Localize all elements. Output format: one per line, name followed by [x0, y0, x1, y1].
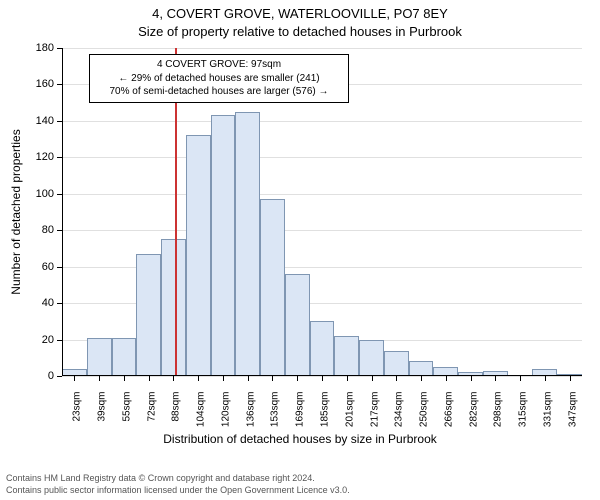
xtick-mark [173, 376, 174, 381]
ytick-mark [57, 84, 62, 85]
ytick-mark [57, 157, 62, 158]
histogram-bar [87, 338, 112, 376]
ytick-mark [57, 267, 62, 268]
xtick-mark [272, 376, 273, 381]
ytick-mark [57, 303, 62, 304]
xtick-label: 72sqm [146, 392, 157, 450]
xtick-label: 120sqm [220, 392, 231, 450]
xtick-mark [545, 376, 546, 381]
xtick-mark [74, 376, 75, 381]
xtick-label: 217sqm [369, 392, 380, 450]
footer-line-2: Contains public sector information licen… [6, 484, 594, 496]
xtick-label: 153sqm [270, 392, 281, 450]
xtick-label: 298sqm [493, 392, 504, 450]
gridline [62, 230, 582, 231]
ytick-label: 20 [30, 334, 54, 346]
xtick-mark [223, 376, 224, 381]
histogram-bar [359, 340, 384, 376]
xtick-mark [124, 376, 125, 381]
footer: Contains HM Land Registry data © Crown c… [0, 468, 600, 500]
xtick-label: 136sqm [245, 392, 256, 450]
xtick-mark [99, 376, 100, 381]
gridline [62, 48, 582, 49]
annotation-box: 4 COVERT GROVE: 97sqm ← 29% of detached … [89, 54, 349, 103]
xtick-label: 266sqm [443, 392, 454, 450]
xtick-label: 331sqm [542, 392, 553, 450]
ytick-label: 180 [30, 42, 54, 54]
xtick-mark [570, 376, 571, 381]
xtick-mark [495, 376, 496, 381]
footer-line-1: Contains HM Land Registry data © Crown c… [6, 472, 594, 484]
xtick-mark [471, 376, 472, 381]
chart-title-2: Size of property relative to detached ho… [0, 24, 600, 39]
annotation-line-2: ← 29% of detached houses are smaller (24… [118, 73, 319, 84]
xtick-label: 104sqm [196, 392, 207, 450]
xtick-mark [520, 376, 521, 381]
annotation-line-3: 70% of semi-detached houses are larger (… [109, 86, 328, 97]
yaxis-label: Number of detached properties [9, 129, 23, 294]
ytick-mark [57, 340, 62, 341]
xtick-label: 88sqm [171, 392, 182, 450]
xtick-mark [446, 376, 447, 381]
xtick-label: 55sqm [121, 392, 132, 450]
xtick-mark [198, 376, 199, 381]
histogram-bar [384, 351, 409, 377]
yaxis-line [62, 48, 63, 376]
xtick-label: 39sqm [97, 392, 108, 450]
xtick-label: 201sqm [344, 392, 355, 450]
chart-title-1: 4, COVERT GROVE, WATERLOOVILLE, PO7 8EY [0, 6, 600, 21]
histogram-bar [260, 199, 285, 376]
ytick-label: 80 [30, 224, 54, 236]
xtick-mark [372, 376, 373, 381]
xtick-label: 169sqm [295, 392, 306, 450]
ytick-label: 120 [30, 151, 54, 163]
histogram-bar [310, 321, 335, 376]
xtick-mark [396, 376, 397, 381]
histogram-bar [112, 338, 137, 376]
xtick-label: 234sqm [394, 392, 405, 450]
xtick-label: 23sqm [72, 392, 83, 450]
xtick-label: 282sqm [468, 392, 479, 450]
xtick-mark [421, 376, 422, 381]
ytick-label: 140 [30, 115, 54, 127]
ytick-label: 60 [30, 261, 54, 273]
ytick-mark [57, 194, 62, 195]
xtick-label: 347sqm [567, 392, 578, 450]
ytick-mark [57, 376, 62, 377]
histogram-bar [186, 135, 211, 376]
xtick-label: 250sqm [419, 392, 430, 450]
histogram-bar [161, 239, 186, 376]
ytick-label: 160 [30, 78, 54, 90]
ytick-mark [57, 230, 62, 231]
gridline [62, 157, 582, 158]
gridline [62, 121, 582, 122]
xtick-mark [347, 376, 348, 381]
ytick-label: 100 [30, 188, 54, 200]
histogram-bar [285, 274, 310, 376]
ytick-label: 40 [30, 297, 54, 309]
histogram-bar [136, 254, 161, 376]
annotation-line-1: 4 COVERT GROVE: 97sqm [157, 59, 281, 70]
histogram-bar [334, 336, 359, 376]
gridline [62, 194, 582, 195]
ytick-mark [57, 48, 62, 49]
xtick-mark [297, 376, 298, 381]
xtick-label: 315sqm [518, 392, 529, 450]
ytick-mark [57, 121, 62, 122]
xtick-mark [322, 376, 323, 381]
histogram-bar [235, 112, 260, 376]
histogram-bar [211, 115, 236, 376]
xtick-mark [149, 376, 150, 381]
ytick-label: 0 [30, 370, 54, 382]
histogram-bar [409, 361, 434, 376]
xtick-label: 185sqm [320, 392, 331, 450]
xtick-mark [248, 376, 249, 381]
